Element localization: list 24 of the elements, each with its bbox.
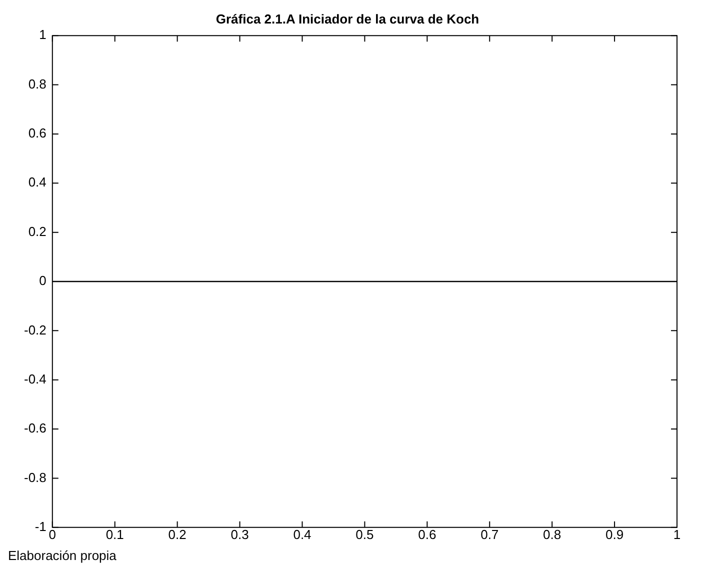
x-tick-label: 0.9	[606, 526, 624, 542]
y-tick-label: 0.2	[28, 224, 46, 239]
x-tick-label: 0.7	[480, 526, 499, 542]
x-tick-label: 0.6	[418, 526, 436, 542]
x-tick-label: 1	[673, 526, 681, 542]
y-tick-label: -0.8	[24, 470, 46, 485]
y-tick-label: -0.4	[24, 371, 46, 386]
x-tick-label: 0.3	[230, 526, 249, 542]
y-tick-label: 0.8	[28, 76, 46, 92]
y-tick-label: 0.4	[28, 174, 46, 190]
x-tick-label: 0.8	[543, 526, 562, 542]
x-tick-label: 0.4	[293, 526, 312, 542]
y-tick-label: -0.6	[24, 420, 46, 436]
y-tick-label: -0.2	[24, 322, 46, 338]
x-tick-label: 0.1	[106, 526, 124, 542]
y-tick-label: 1	[39, 27, 46, 42]
y-tick-label: 0	[39, 273, 46, 288]
x-tick-label: 0	[48, 526, 56, 542]
text: Elaboración propia	[8, 548, 118, 564]
x-tick-label: 0.2	[168, 526, 186, 542]
y-tick-label: 0.6	[28, 126, 46, 141]
chart-title: Gráfica 2.1.A Iniciador de la curva de Koch	[216, 11, 480, 26]
x-tick-label: 0.5	[356, 526, 374, 542]
y-tick-label: -1	[34, 518, 46, 534]
